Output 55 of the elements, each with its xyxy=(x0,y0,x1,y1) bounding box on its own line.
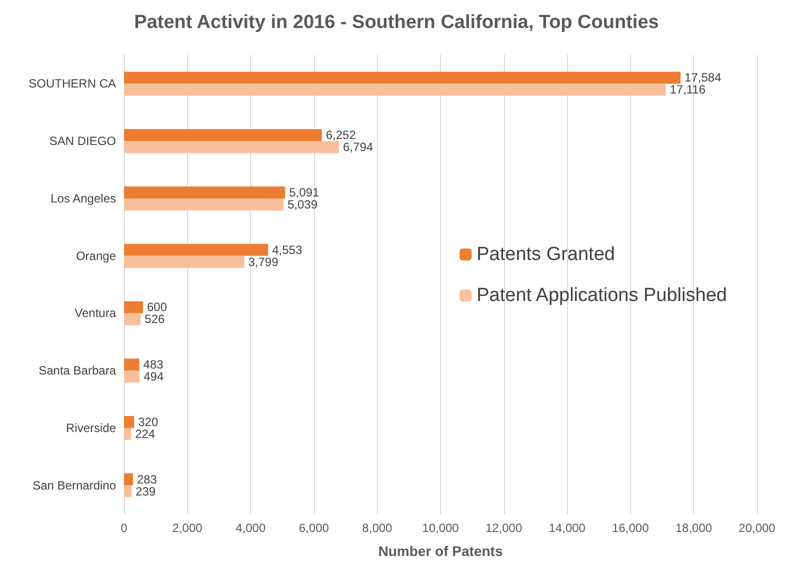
data-label: 3,799 xyxy=(248,254,279,269)
bar xyxy=(124,141,340,154)
x-tick-label: 16,000 xyxy=(612,521,650,535)
x-tick-label: 2,000 xyxy=(172,521,203,535)
bar xyxy=(124,473,133,486)
bar xyxy=(124,186,286,198)
data-label: 526 xyxy=(144,312,165,326)
data-label: 4,553 xyxy=(272,242,302,257)
data-label: 5,039 xyxy=(287,197,318,212)
y-tick-label: Los Angeles xyxy=(50,191,116,206)
bar xyxy=(124,370,140,383)
y-tick-label: SAN DIEGO xyxy=(49,134,116,148)
x-tick-label: 0 xyxy=(120,521,128,535)
x-tick-label: 4,000 xyxy=(236,521,266,535)
bar xyxy=(124,485,132,498)
data-label: 6,252 xyxy=(326,128,356,142)
bar xyxy=(124,198,284,210)
y-tick-label: Riverside xyxy=(66,420,116,435)
bar xyxy=(124,256,244,268)
y-tick-label: San Bernardino xyxy=(32,478,116,492)
x-tick-label: 6,000 xyxy=(298,521,330,535)
y-tick-label: Orange xyxy=(76,248,116,263)
x-axis-title: Number of Patents xyxy=(378,543,503,559)
bar xyxy=(124,244,268,256)
y-tick-label: SOUTHERN CA xyxy=(28,76,116,91)
x-tick-label: 18,000 xyxy=(675,521,712,535)
x-tick-label: 8,000 xyxy=(362,521,393,535)
x-tick-label: 10,000 xyxy=(422,521,460,535)
data-label: 224 xyxy=(135,426,156,441)
chart-title: Patent Activity in 2016 - Southern California, Top Counties xyxy=(134,12,659,33)
data-label: 17,584 xyxy=(684,70,722,85)
legend-label: Patent Applications Published xyxy=(476,285,727,306)
data-label: 5,091 xyxy=(289,185,320,200)
bar xyxy=(124,84,666,96)
bar xyxy=(124,301,143,314)
x-tick-label: 12,000 xyxy=(485,521,522,535)
y-tick-label: Santa Barbara xyxy=(38,364,116,378)
y-tick-label: Ventura xyxy=(74,306,116,320)
bar xyxy=(124,313,141,326)
x-tick-label: 20,000 xyxy=(738,521,776,535)
data-label: 283 xyxy=(136,472,158,486)
bar xyxy=(124,72,681,84)
legend-label: Patents Granted xyxy=(476,244,615,265)
data-label: 17,116 xyxy=(670,82,706,97)
data-label: 239 xyxy=(136,484,156,498)
data-label: 494 xyxy=(144,370,164,384)
bar xyxy=(124,416,134,428)
data-label: 600 xyxy=(146,300,168,314)
bar xyxy=(124,428,132,440)
bar xyxy=(124,358,140,371)
data-label: 483 xyxy=(143,358,164,372)
x-tick-label: 14,000 xyxy=(548,521,586,535)
data-label: 320 xyxy=(138,414,158,429)
bar xyxy=(124,129,322,142)
data-label: 6,794 xyxy=(343,140,374,154)
